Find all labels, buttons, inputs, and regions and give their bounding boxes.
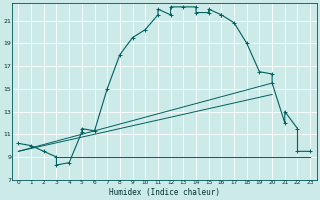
X-axis label: Humidex (Indice chaleur): Humidex (Indice chaleur) bbox=[109, 188, 220, 197]
